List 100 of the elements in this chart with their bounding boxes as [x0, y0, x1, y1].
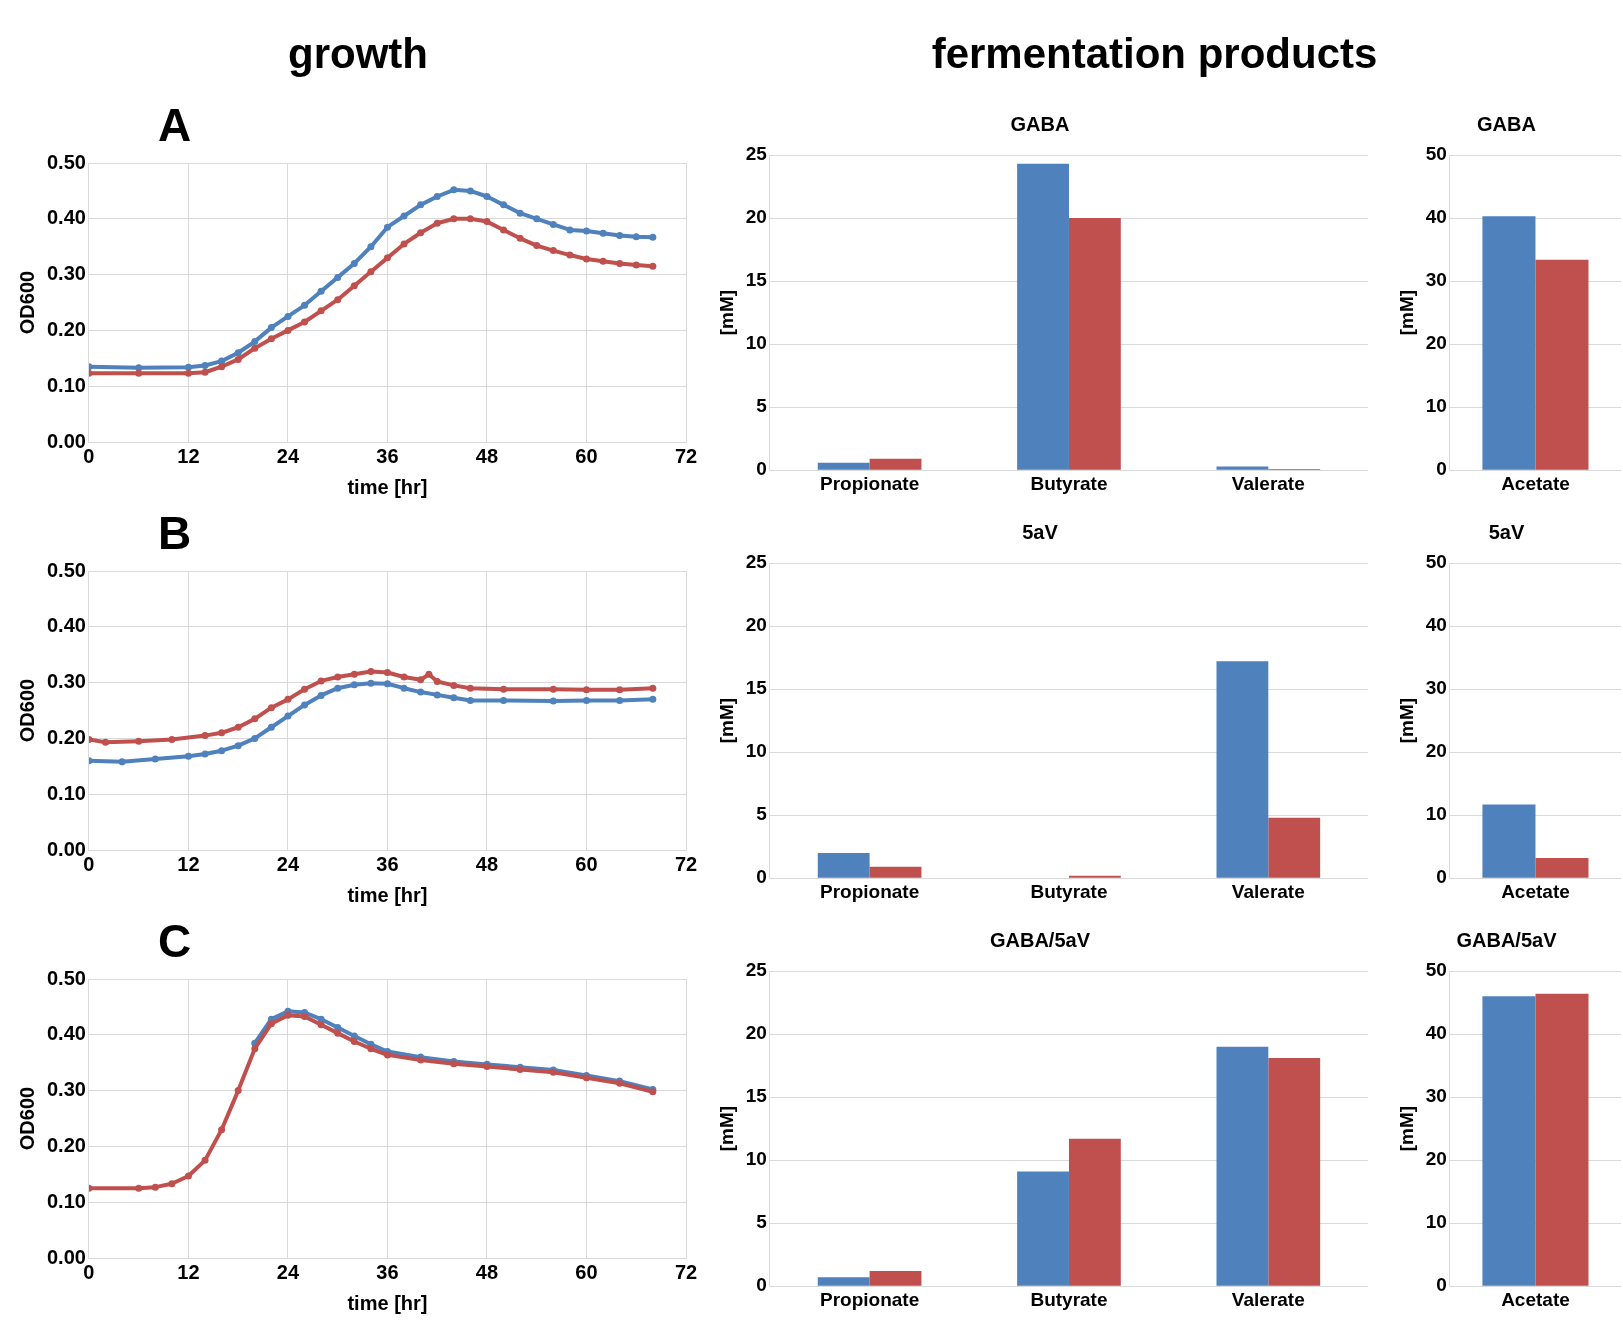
y-tick-label: 15 — [745, 1085, 768, 1107]
point — [350, 670, 358, 678]
y-tick-label: 0.20 — [46, 317, 86, 340]
bar — [1216, 466, 1269, 470]
point — [234, 742, 242, 750]
y-tick-label: 0.40 — [46, 206, 86, 229]
point — [500, 685, 508, 693]
y-tick-label: 40 — [1425, 1022, 1447, 1044]
x-tick-label: 48 — [475, 1260, 499, 1283]
point — [284, 312, 292, 320]
point — [433, 677, 441, 685]
y-tick-label: 30 — [1425, 269, 1447, 291]
x-tick-label: 24 — [276, 852, 300, 875]
x-tick-label: 72 — [674, 444, 698, 467]
point — [500, 226, 508, 234]
x-tick-label: Valerate — [1231, 1288, 1305, 1310]
point — [118, 758, 126, 766]
x-tick-label: 24 — [276, 1260, 300, 1283]
point — [350, 259, 358, 267]
x-tick-label: 12 — [177, 1260, 200, 1283]
point — [549, 247, 557, 255]
point — [251, 734, 259, 742]
point — [135, 1184, 143, 1192]
point — [483, 218, 491, 226]
point — [649, 262, 657, 270]
point — [400, 240, 408, 248]
bar — [1216, 1046, 1269, 1286]
point — [267, 704, 275, 712]
point — [267, 1020, 275, 1028]
x-tick-label: 12 — [177, 444, 200, 467]
bar — [1068, 218, 1121, 470]
point — [516, 234, 524, 242]
point — [317, 691, 325, 699]
point — [350, 282, 358, 290]
point — [267, 324, 275, 332]
x-tick-label: 60 — [575, 444, 598, 467]
x-tick-label: Acetate — [1501, 1288, 1570, 1310]
point — [450, 681, 458, 689]
x-tick-label: Acetate — [1501, 472, 1570, 494]
point — [566, 226, 574, 234]
point — [450, 186, 458, 194]
point — [400, 673, 408, 681]
x-tick-label: 48 — [475, 444, 499, 467]
chart-title: 5aV — [1022, 520, 1059, 543]
y-tick-label: 40 — [1425, 206, 1447, 228]
y-tick-label: 0.00 — [46, 1245, 86, 1268]
point — [234, 349, 242, 357]
y-axis-title: OD600 — [15, 270, 38, 335]
y-tick-label: 10 — [745, 740, 767, 762]
point — [400, 212, 408, 220]
point — [251, 715, 259, 723]
point — [251, 1045, 259, 1053]
point — [301, 1012, 309, 1020]
point — [301, 318, 309, 326]
y-tick-label: 10 — [745, 1148, 767, 1170]
point — [500, 696, 508, 704]
bar — [1268, 817, 1321, 878]
bar — [1268, 1057, 1321, 1286]
point — [350, 1038, 358, 1045]
x-tick-label: 60 — [575, 1260, 598, 1283]
point — [218, 1126, 226, 1134]
point — [334, 673, 342, 681]
point — [533, 242, 541, 250]
y-tick-label: 5 — [756, 1211, 768, 1233]
x-tick-label: Valerate — [1231, 880, 1305, 902]
bar — [817, 852, 870, 878]
point — [632, 261, 640, 269]
point — [284, 1011, 292, 1019]
y-tick-label: 50 — [1425, 143, 1447, 165]
bar — [869, 458, 922, 470]
chart-title: GABA/5aV — [1456, 928, 1558, 951]
point — [317, 287, 325, 295]
bar — [817, 462, 870, 470]
y-tick-label: 15 — [745, 269, 768, 291]
y-tick-label: 30 — [1425, 677, 1447, 699]
bar — [1216, 661, 1269, 878]
point — [500, 201, 508, 209]
bar — [817, 1277, 870, 1286]
point — [417, 688, 425, 696]
y-tick-label: 0.30 — [46, 262, 86, 285]
bar — [1017, 1171, 1069, 1286]
text: A — [158, 98, 192, 152]
point — [284, 326, 292, 334]
point — [201, 732, 209, 740]
x-tick-label: 72 — [674, 1260, 698, 1283]
y-tick-label: 20 — [1425, 740, 1447, 762]
y-tick-label: 0.10 — [46, 373, 86, 396]
point — [649, 684, 657, 692]
point — [383, 669, 391, 677]
x-tick-label: 60 — [575, 852, 598, 875]
y-tick-label: 20 — [1425, 1148, 1447, 1170]
point — [466, 684, 474, 692]
chart-title: GABA/5aV — [989, 928, 1091, 951]
point — [102, 738, 110, 746]
point — [466, 215, 474, 223]
point — [582, 686, 590, 694]
y-axis-title: [mM] — [1395, 697, 1417, 744]
point — [483, 192, 491, 200]
point — [184, 1172, 192, 1180]
point — [334, 273, 342, 281]
